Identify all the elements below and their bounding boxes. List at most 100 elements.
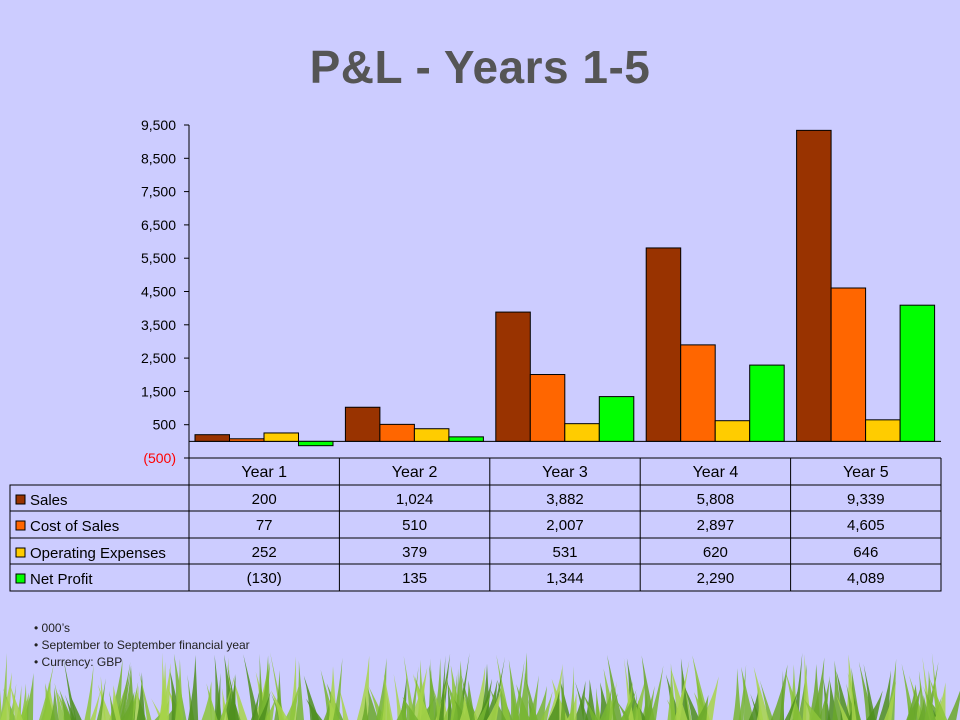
grass-blade	[649, 665, 664, 720]
grass-blade	[803, 698, 822, 720]
y-tick-label: 8,500	[141, 150, 176, 166]
table-cell: 5,808	[697, 491, 735, 508]
y-tick-label: 2,500	[141, 350, 176, 366]
grass-blade	[748, 686, 761, 720]
table-cell: 646	[853, 544, 878, 561]
grass-blade	[403, 655, 416, 720]
table-cell: 1,344	[546, 570, 584, 587]
grass-blade	[836, 670, 851, 720]
grass-blade	[863, 663, 876, 720]
grass-blade	[667, 663, 676, 720]
table-cell: 510	[402, 517, 427, 534]
grass-blade	[447, 678, 454, 720]
grass-blade	[459, 695, 471, 720]
grass-blade	[9, 683, 17, 720]
grass-blade	[409, 667, 428, 720]
bar-cost-of-sales	[680, 344, 716, 442]
y-tick-label: 1,500	[141, 383, 176, 399]
grass-blade	[303, 675, 320, 720]
bar-cost-of-sales	[830, 287, 867, 442]
grass-blade	[326, 666, 337, 720]
table-cell: 2,290	[697, 570, 735, 587]
grass-blade	[226, 673, 236, 720]
grass-blade	[607, 654, 623, 720]
table-cell: 3,882	[546, 491, 584, 508]
grass-blade	[0, 653, 7, 720]
grass-blade	[84, 664, 94, 720]
grass-blade	[9, 683, 23, 720]
grass-blade	[54, 682, 65, 720]
legend-label: Cost of Sales	[30, 518, 119, 535]
grass-blade	[175, 658, 184, 720]
bar-cost-of-sales	[379, 423, 415, 442]
bar-cost-of-sales	[229, 438, 265, 442]
grass-blade	[138, 671, 152, 720]
y-tick-label: 7,500	[141, 184, 176, 200]
grass-blade	[270, 690, 289, 720]
legend-key	[15, 520, 26, 531]
grass-blade	[380, 686, 385, 720]
note-financial-year: September to September financial year	[34, 637, 250, 654]
grass-blade	[129, 685, 140, 720]
grass-blade	[396, 699, 408, 720]
grass-blade	[850, 677, 857, 720]
grass-blade	[23, 672, 34, 720]
category-label: Year 1	[241, 464, 287, 481]
grass-blade	[785, 671, 803, 720]
grass-blade	[472, 666, 486, 720]
legend-label: Operating Expenses	[30, 545, 166, 562]
note-units: 000’s	[34, 620, 250, 637]
grass-blade	[947, 690, 960, 720]
grass-blade	[641, 655, 655, 720]
grass-blade	[635, 699, 643, 720]
grass-blade	[159, 663, 171, 720]
grass-blade	[517, 652, 529, 720]
grass-blade	[332, 657, 343, 720]
grass-decoration	[0, 652, 960, 720]
legend-label: Sales	[30, 492, 68, 509]
grass-blade	[585, 679, 597, 720]
grass-blade	[108, 690, 117, 720]
bar-operating-expenses	[263, 432, 299, 442]
grass-blade	[453, 660, 465, 720]
grass-blade	[402, 696, 419, 720]
grass-blade	[16, 685, 22, 720]
grass-blade	[560, 668, 566, 720]
grass-blade	[906, 684, 916, 720]
grass-blade	[566, 693, 577, 720]
grass-blade	[683, 684, 700, 720]
grass-blade	[366, 688, 379, 720]
y-tick-label: 3,500	[141, 317, 176, 333]
grass-blade	[866, 690, 883, 720]
grass-blade	[393, 673, 403, 720]
grass-blade	[741, 666, 754, 720]
note-currency: Currency: GBP	[34, 654, 250, 671]
grass-blade	[508, 659, 520, 720]
grass-blade	[50, 687, 59, 720]
grass-blade	[811, 657, 825, 720]
grass-blade	[738, 664, 747, 720]
grass-blade	[696, 694, 709, 720]
legend-key	[15, 573, 26, 584]
grass-blade	[674, 660, 690, 720]
grass-blade	[258, 691, 271, 720]
table-cell: 1,024	[396, 491, 434, 508]
grass-blade	[792, 652, 803, 720]
y-tick-label: 9,500	[141, 117, 176, 133]
bar-sales	[796, 129, 832, 442]
grass-blade	[264, 697, 276, 720]
bar-net-profit	[899, 304, 936, 442]
grass-blade	[295, 660, 304, 720]
grass-blade	[382, 674, 393, 720]
y-tick-label: 500	[153, 417, 177, 433]
category-label: Year 2	[392, 464, 438, 481]
grass-blade	[620, 689, 637, 720]
grass-blade	[362, 695, 368, 720]
grass-blade	[575, 681, 589, 720]
grass-blade	[885, 658, 897, 720]
bar-net-profit	[298, 440, 334, 447]
bar-cost-of-sales	[529, 374, 566, 442]
page-title: P&L - Years 1-5	[309, 41, 651, 93]
grass-blade	[924, 670, 935, 720]
